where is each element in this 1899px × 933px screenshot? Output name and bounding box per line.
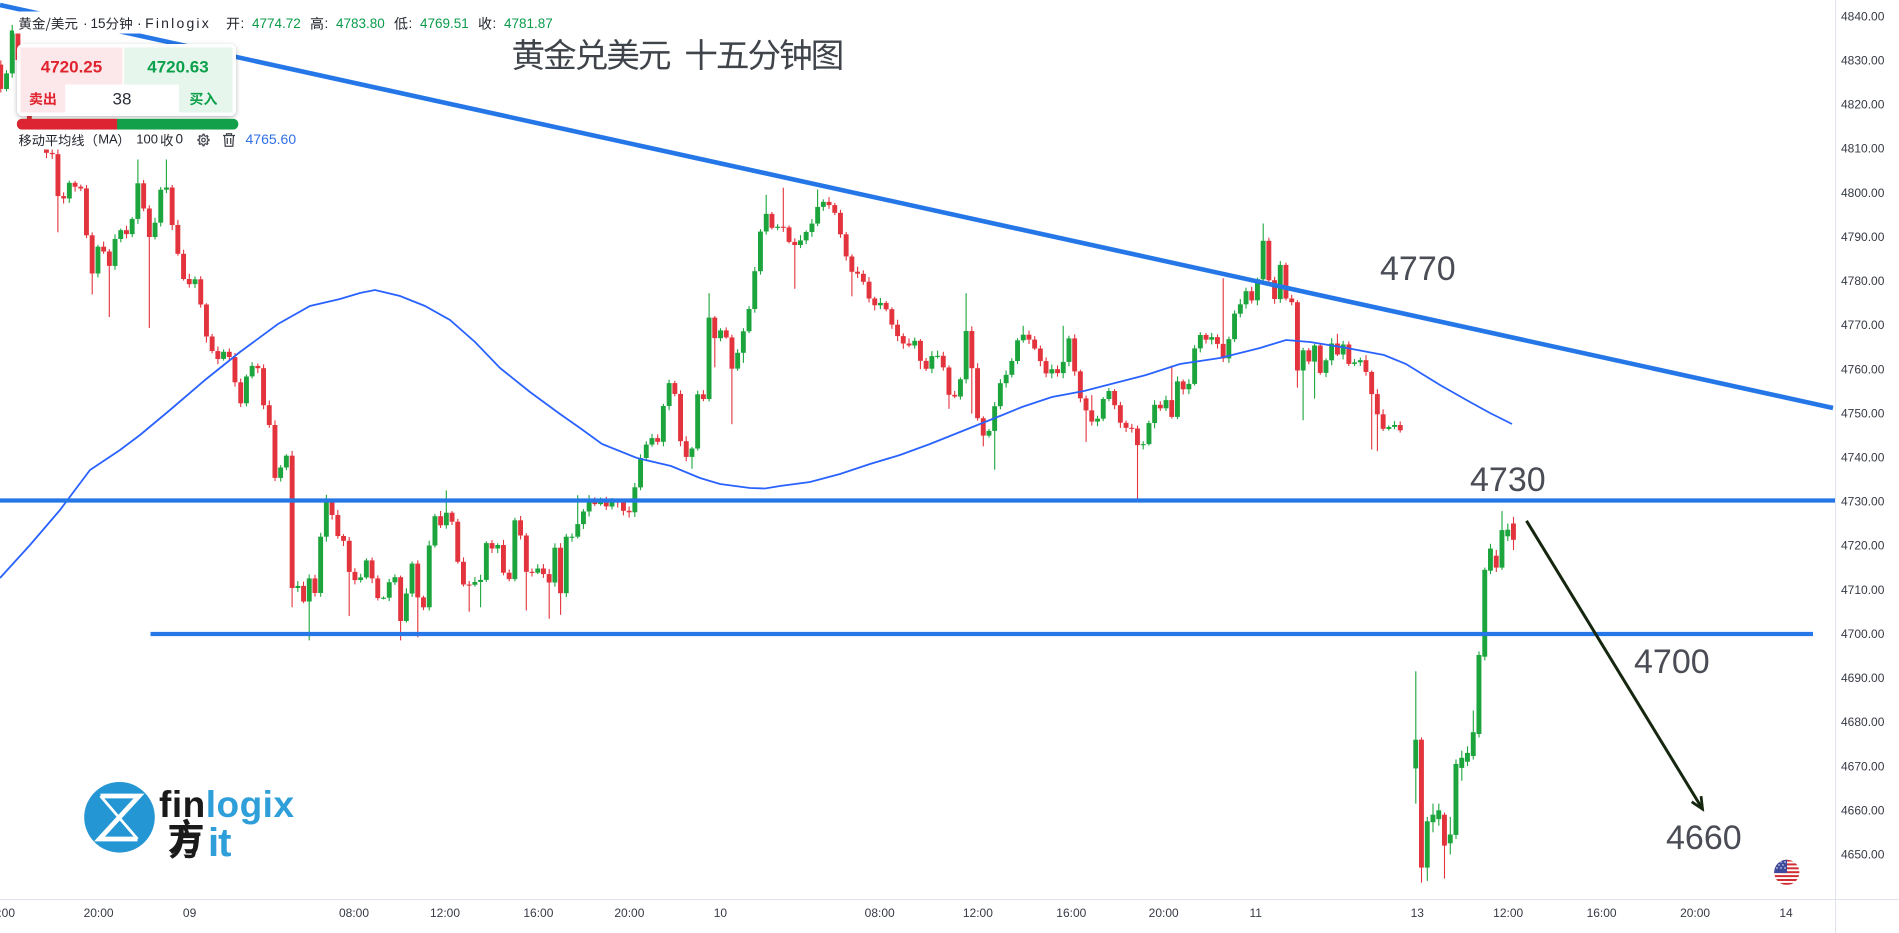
svg-text:4774.72: 4774.72 — [252, 16, 301, 31]
svg-text:4781.87: 4781.87 — [504, 16, 553, 31]
svg-text:4800.00: 4800.00 — [1841, 186, 1885, 200]
svg-text:4790.00: 4790.00 — [1841, 230, 1885, 244]
svg-text:4750.00: 4750.00 — [1841, 406, 1885, 420]
svg-text:4700.00: 4700.00 — [1841, 627, 1885, 641]
svg-text:4780.00: 4780.00 — [1841, 274, 1885, 288]
svg-text:·: · — [137, 15, 142, 31]
svg-text::: : — [493, 16, 497, 31]
svg-text:15: 15 — [91, 16, 106, 31]
svg-text:13: 13 — [1411, 906, 1425, 920]
svg-text:20:00: 20:00 — [1149, 906, 1179, 920]
svg-text:12:00: 12:00 — [1493, 906, 1523, 920]
svg-text:4760.00: 4760.00 — [1841, 362, 1885, 376]
svg-text:4690.00: 4690.00 — [1841, 671, 1885, 685]
svg-text:100: 100 — [136, 131, 158, 146]
svg-text:14: 14 — [1779, 906, 1793, 920]
svg-text:4769.51: 4769.51 — [420, 16, 469, 31]
svg-text:4783.80: 4783.80 — [336, 16, 385, 31]
svg-text:12:00: 12:00 — [963, 906, 993, 920]
svg-text:4730.00: 4730.00 — [1841, 495, 1885, 509]
svg-text:4720.00: 4720.00 — [1841, 539, 1885, 553]
svg-text:MA: MA — [98, 132, 118, 147]
svg-text:4830.00: 4830.00 — [1841, 53, 1885, 67]
svg-text:it: it — [208, 821, 231, 865]
svg-text:4820.00: 4820.00 — [1841, 98, 1885, 112]
svg-text:4765.60: 4765.60 — [246, 131, 297, 147]
svg-text:11: 11 — [1249, 906, 1262, 920]
svg-text:20:00: 20:00 — [614, 906, 644, 920]
svg-text:finlogix: finlogix — [159, 784, 295, 825]
svg-text:4770: 4770 — [1380, 250, 1456, 288]
svg-text:20:00: 20:00 — [1680, 906, 1710, 920]
svg-text:4720.25: 4720.25 — [41, 58, 102, 77]
svg-text::: : — [409, 16, 413, 31]
svg-text:4660.00: 4660.00 — [1841, 804, 1885, 818]
svg-text:16:00: 16:00 — [1587, 906, 1617, 920]
svg-text:·: · — [83, 15, 88, 31]
svg-text:4680.00: 4680.00 — [1841, 715, 1885, 729]
svg-text:方: 方 — [169, 825, 202, 862]
svg-text:09: 09 — [183, 906, 197, 920]
svg-text:4730: 4730 — [1470, 461, 1546, 499]
svg-text:16:00: 16:00 — [0, 906, 15, 920]
svg-text:Finlogix: Finlogix — [145, 15, 211, 31]
svg-text:4660: 4660 — [1666, 819, 1742, 857]
svg-text:16:00: 16:00 — [523, 906, 553, 920]
svg-text::: : — [325, 16, 329, 31]
svg-text:4810.00: 4810.00 — [1841, 142, 1885, 156]
svg-text:20:00: 20:00 — [84, 906, 114, 920]
svg-text:4670.00: 4670.00 — [1841, 759, 1885, 773]
svg-text:08:00: 08:00 — [339, 906, 369, 920]
svg-text:08:00: 08:00 — [865, 906, 895, 920]
svg-text:4650.00: 4650.00 — [1841, 848, 1885, 862]
svg-text:10: 10 — [714, 906, 728, 920]
svg-text:38: 38 — [113, 90, 132, 109]
svg-text:4720.63: 4720.63 — [147, 58, 208, 77]
svg-text:4740.00: 4740.00 — [1841, 451, 1885, 465]
svg-text:12:00: 12:00 — [430, 906, 460, 920]
svg-text::: : — [241, 16, 245, 31]
svg-text:4700: 4700 — [1634, 643, 1710, 681]
svg-text:4840.00: 4840.00 — [1841, 9, 1885, 23]
svg-text:16:00: 16:00 — [1056, 906, 1086, 920]
svg-text:4710.00: 4710.00 — [1841, 583, 1885, 597]
svg-text:4770.00: 4770.00 — [1841, 318, 1885, 332]
svg-text:0: 0 — [176, 131, 184, 146]
